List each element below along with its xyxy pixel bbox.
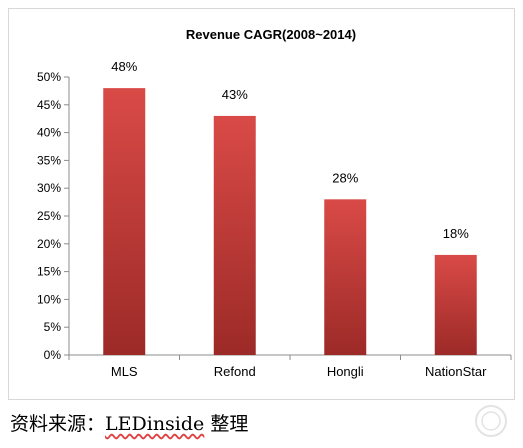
y-tick-label: 20% — [37, 237, 61, 251]
chart-title: Revenue CAGR(2008~2014) — [186, 27, 356, 42]
data-label-mls: 48% — [111, 59, 137, 74]
y-tick-label: 25% — [37, 209, 61, 223]
x-axis: MLS Refond Hongli NationStar — [68, 354, 512, 379]
source-brand: LEDinside — [105, 413, 205, 435]
x-tick-label-hongli: Hongli — [327, 364, 364, 379]
data-label-refond: 43% — [222, 87, 248, 102]
data-labels: 48% 43% 28% 18% — [111, 59, 469, 241]
y-tick-label: 35% — [37, 153, 61, 167]
y-tick-label: 45% — [37, 98, 61, 112]
watermark-logo-icon — [475, 405, 507, 437]
y-tick-label: 0% — [44, 348, 62, 362]
chart-frame: Revenue CAGR(2008~2014) 0% 5% 10% 15% 20% 25%… — [8, 8, 515, 400]
source-prefix: 资料来源： — [10, 413, 106, 435]
source-note: 资料来源：LEDinside 整理 — [10, 409, 248, 436]
y-tick-label: 30% — [37, 181, 61, 195]
y-tick-label: 5% — [44, 320, 62, 334]
data-label-nationstar: 18% — [443, 226, 469, 241]
y-tick-label: 40% — [37, 126, 61, 140]
y-tick-label: 15% — [37, 265, 61, 279]
bar-nationstar — [434, 254, 477, 355]
x-tick-label-mls: MLS — [111, 364, 138, 379]
bar-hongli — [324, 199, 367, 355]
x-tick-label-nationstar: NationStar — [425, 364, 487, 379]
y-tick-label: 50% — [37, 70, 61, 84]
bar-chart: Revenue CAGR(2008~2014) 0% 5% 10% 15% 20% 25%… — [37, 27, 512, 379]
bar-refond — [213, 115, 256, 355]
bar-mls — [103, 88, 146, 356]
source-suffix: 整理 — [204, 413, 249, 435]
bars — [103, 88, 477, 356]
y-tick-label: 10% — [37, 292, 61, 306]
x-tick-label-refond: Refond — [214, 364, 256, 379]
y-axis: 0% 5% 10% 15% 20% 25% 30% 35% 40% 45% 50% — [37, 70, 70, 362]
data-label-hongli: 28% — [332, 170, 358, 185]
